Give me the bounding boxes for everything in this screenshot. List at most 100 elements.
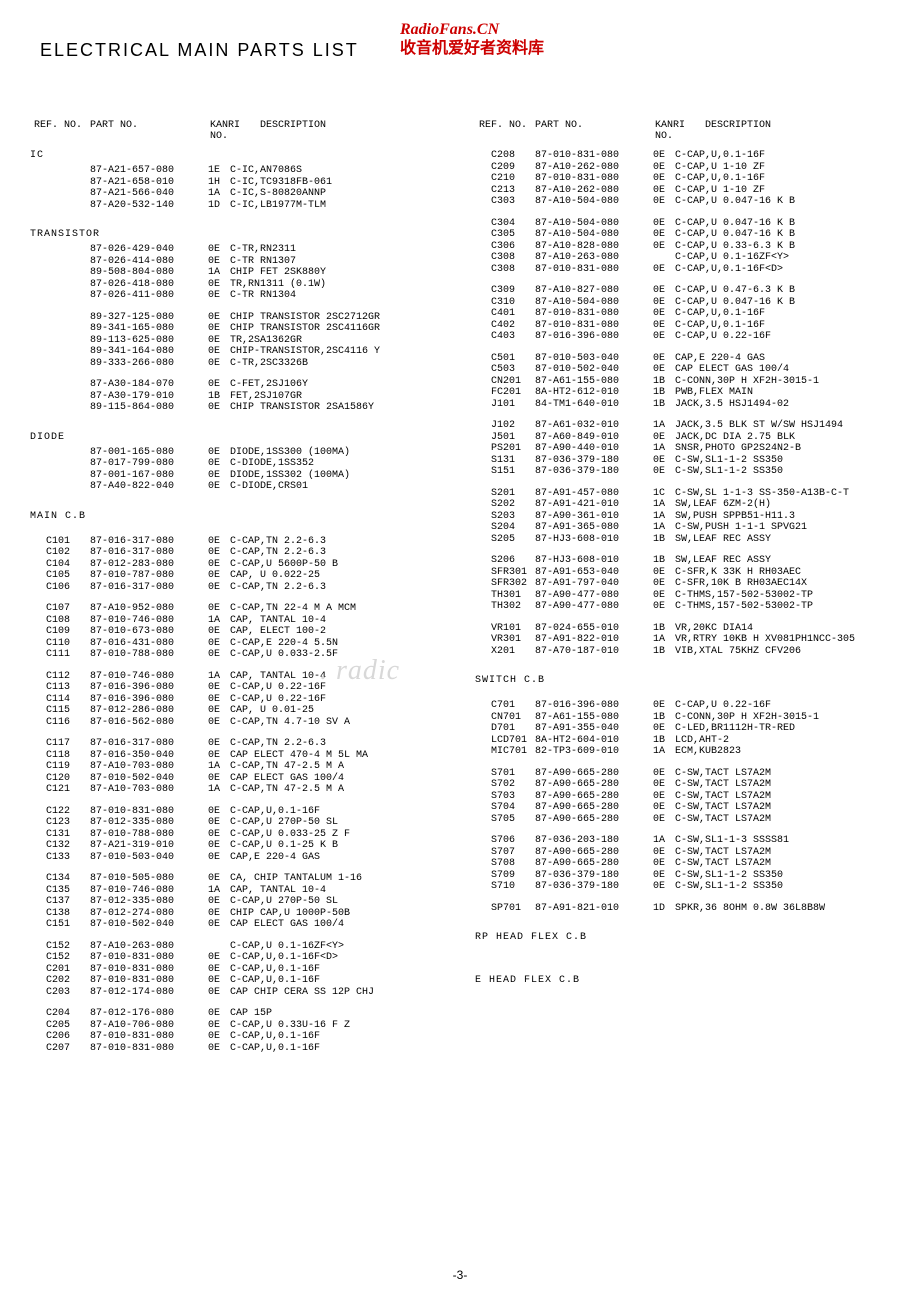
- kanri-no: 0E: [208, 1008, 230, 1020]
- ref-no: C501: [475, 353, 535, 365]
- description: C-THMS,157-502-53002-TP: [675, 601, 890, 613]
- kanri-no: 0E: [208, 896, 230, 908]
- description: C-CAP,U,0.1-16F: [230, 806, 445, 818]
- part-row: MIC70182-TP3-609-0101AECM,KUB2823: [475, 746, 890, 758]
- part-no: 87-A10-504-080: [535, 218, 653, 230]
- ref-no: C305: [475, 229, 535, 241]
- part-no: 87-A90-665-280: [535, 768, 653, 780]
- kanri-no: 1B: [653, 735, 675, 747]
- description: C-CAP,TN 2.2-6.3: [230, 547, 445, 559]
- ref-no: C133: [30, 852, 90, 864]
- description: C-CAP,U,0.1-16F: [230, 1043, 445, 1055]
- part-no: 87-012-335-080: [90, 896, 208, 908]
- ref-no: [30, 323, 90, 335]
- kanri-no: 0E: [208, 290, 230, 302]
- kanri-no: 0E: [208, 975, 230, 987]
- part-no: 87-A90-665-280: [535, 858, 653, 870]
- kanri-no: 1B: [653, 376, 675, 388]
- part-no: 89-341-165-080: [90, 323, 208, 335]
- kanri-no: 1H: [208, 177, 230, 189]
- part-row: C10287-016-317-0800EC-CAP,TN 2.2-6.3: [30, 547, 445, 559]
- description: CAP, TANTAL 10-4: [230, 615, 445, 627]
- part-row: C10987-010-673-0800ECAP, ELECT 100-2: [30, 626, 445, 638]
- part-no: 87-001-165-080: [90, 447, 208, 459]
- ref-no: LCD701: [475, 735, 535, 747]
- part-row: TH30287-A90-477-0800EC-THMS,157-502-5300…: [475, 601, 890, 613]
- ref-no: C137: [30, 896, 90, 908]
- ref-no: C135: [30, 885, 90, 897]
- kanri-no: 0E: [653, 218, 675, 230]
- part-row: S70887-A90-665-2800EC-SW,TACT LS7A2M: [475, 858, 890, 870]
- ref-no: C152: [30, 952, 90, 964]
- ref-no: C111: [30, 649, 90, 661]
- description: DIODE,1SS302 (100MA): [230, 470, 445, 482]
- part-no: 87-A20-532-140: [90, 200, 208, 212]
- ref-no: J102: [475, 420, 535, 432]
- description: C-CONN,30P H XF2H-3015-1: [675, 712, 890, 724]
- part-row: 87-001-167-0800EDIODE,1SS302 (100MA): [30, 470, 445, 482]
- part-no: 87-012-176-080: [90, 1008, 208, 1020]
- part-row: C11687-016-562-0800EC-CAP,TN 4.7-10 SV A: [30, 717, 445, 729]
- part-no: 87-A10-703-080: [90, 761, 208, 773]
- ref-no: C309: [475, 285, 535, 297]
- part-row: 89-333-266-0800EC-TR,2SC3326B: [30, 358, 445, 370]
- part-no: 87-016-396-080: [90, 682, 208, 694]
- part-no: 87-A10-504-080: [535, 196, 653, 208]
- ref-no: S205: [475, 534, 535, 546]
- part-no: 87-010-831-080: [535, 320, 653, 332]
- kanri-no: 1B: [208, 391, 230, 403]
- description: VIB,XTAL 75KHZ CFV206: [675, 646, 890, 658]
- description: CAP 15P: [230, 1008, 445, 1020]
- left-column: REF. NO. PART NO. KANRINO. DESCRIPTION I…: [30, 120, 445, 1054]
- part-row: C11287-010-746-0801ACAP, TANTAL 10-4: [30, 671, 445, 683]
- ref-no: VR301: [475, 634, 535, 646]
- header-ref: REF. NO.: [30, 120, 90, 142]
- description: CAP ELECT GAS 100/4: [230, 773, 445, 785]
- part-row: TH30187-A90-477-0800EC-THMS,157-502-5300…: [475, 590, 890, 602]
- part-row: C12087-010-502-0400ECAP ELECT GAS 100/4: [30, 773, 445, 785]
- part-row: VR10187-024-655-0101BVR,20KC DIA14: [475, 623, 890, 635]
- ref-no: S710: [475, 881, 535, 893]
- kanri-no: 1B: [653, 387, 675, 399]
- kanri-no: 0E: [208, 256, 230, 268]
- part-row: 87-017-799-0800EC-DIODE,1SS352: [30, 458, 445, 470]
- part-row: S15187-036-379-1800EC-SW,SL1-1-2 SS350: [475, 466, 890, 478]
- kanri-no: 0E: [208, 649, 230, 661]
- section-label: E HEAD FLEX C.B: [475, 975, 890, 986]
- ref-no: PS201: [475, 443, 535, 455]
- ref-no: S701: [475, 768, 535, 780]
- description: C-CAP,U,0.1-16F: [675, 320, 890, 332]
- part-no: 89-115-864-080: [90, 402, 208, 414]
- kanri-no: 0E: [653, 847, 675, 859]
- part-row: C70187-016-396-0800EC-CAP,U 0.22-16F: [475, 700, 890, 712]
- kanri-no: 1A: [208, 615, 230, 627]
- description: VR,20KC DIA14: [675, 623, 890, 635]
- ref-no: S702: [475, 779, 535, 791]
- ref-no: C112: [30, 671, 90, 683]
- part-row: S20487-A91-365-0801AC-SW,PUSH 1-1-1 SPVG…: [475, 522, 890, 534]
- kanri-no: 0E: [208, 952, 230, 964]
- kanri-no: 0E: [208, 323, 230, 335]
- description: C-CAP,U,0.1-16F: [675, 308, 890, 320]
- kanri-no: 1E: [208, 165, 230, 177]
- description: CAP ELECT 470-4 M 5L MA: [230, 750, 445, 762]
- ref-no: C114: [30, 694, 90, 706]
- ref-no: C121: [30, 784, 90, 796]
- description: C-CAP,TN 2.2-6.3: [230, 738, 445, 750]
- ref-no: C205: [30, 1020, 90, 1032]
- kanri-no: 0E: [653, 150, 675, 162]
- part-row: C10887-010-746-0801ACAP, TANTAL 10-4: [30, 615, 445, 627]
- kanri-no: 0E: [653, 264, 675, 276]
- ref-no: [30, 290, 90, 302]
- part-no: 87-036-379-180: [535, 455, 653, 467]
- part-row: C21087-010-831-0800EC-CAP,U,0.1-16F: [475, 173, 890, 185]
- kanri-no: 0E: [653, 578, 675, 590]
- part-no: 87-010-503-040: [90, 852, 208, 864]
- part-no: 87-A90-361-010: [535, 511, 653, 523]
- ref-no: [30, 244, 90, 256]
- part-no: 87-A10-504-080: [535, 297, 653, 309]
- part-row: S13187-036-379-1800EC-SW,SL1-1-2 SS350: [475, 455, 890, 467]
- kanri-no: 0E: [208, 582, 230, 594]
- ref-no: C131: [30, 829, 90, 841]
- kanri-no: 0E: [208, 312, 230, 324]
